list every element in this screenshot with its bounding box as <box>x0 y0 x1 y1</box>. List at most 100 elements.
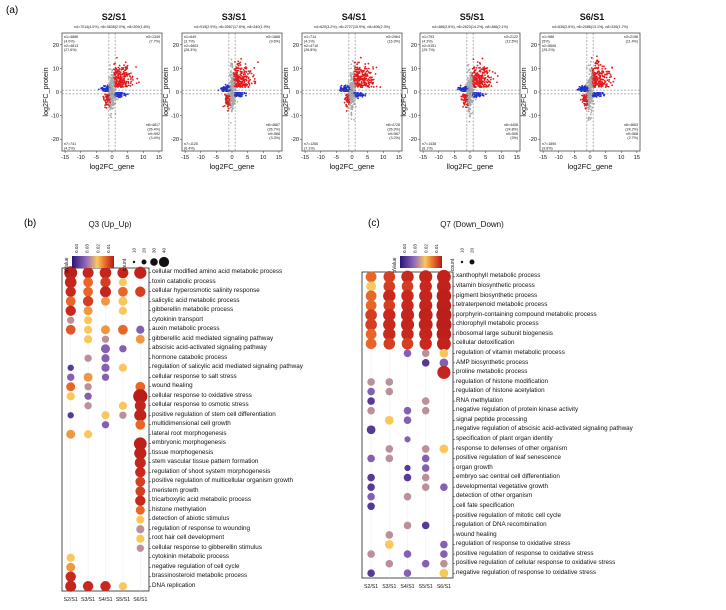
go-term-label: organ growth <box>456 463 493 471</box>
scatter-plot: S4/S1 n4=620(3.2%), n6=2727(15.9%), n8=40… <box>281 12 403 171</box>
quadrant-label: (2.7%) <box>627 136 638 140</box>
scatter-point <box>596 77 599 79</box>
scatter-point <box>470 73 473 75</box>
scatter-point <box>124 94 127 97</box>
scatter-point <box>350 106 352 109</box>
scatter-point <box>350 63 353 66</box>
scatter-point <box>247 70 250 73</box>
x-tick-label: -5 <box>572 155 577 161</box>
scatter-point <box>343 101 346 104</box>
scatter-point <box>223 105 226 107</box>
scatter-point <box>224 97 227 100</box>
pvalue-tick: 0.02 <box>423 244 428 253</box>
bubble-point <box>66 382 76 392</box>
scatter-point <box>589 77 592 79</box>
scatter-point <box>120 93 123 95</box>
panel-label-b: (b) <box>24 218 37 229</box>
chart-title: Q3 (Up_Up) <box>88 220 131 229</box>
scatter-point <box>233 76 236 79</box>
bubble-point <box>117 267 129 279</box>
quadrant-label: (27.6%) <box>64 48 77 52</box>
scatter-point <box>492 78 495 80</box>
scatter-point <box>468 94 471 97</box>
bubble-point <box>118 286 128 297</box>
scatter-point <box>608 70 611 73</box>
scatter-point <box>587 79 590 82</box>
quadrant-label: (16.9%) <box>387 39 400 43</box>
go-term-label: positive regulation of multicellular org… <box>152 477 294 485</box>
count-legend-circle <box>460 260 464 264</box>
scatter-point <box>362 84 365 87</box>
scatter-point <box>236 86 238 88</box>
scatter-point <box>469 82 472 85</box>
quadrant-label: (26.4%) <box>147 127 160 131</box>
go-term-label: embryonic morphogenesis <box>152 439 226 447</box>
scatter-point <box>489 81 492 84</box>
scatter-point <box>248 84 251 86</box>
bubble-point <box>418 308 433 322</box>
scatter-point <box>132 78 134 81</box>
go-term-label: RNA methylation <box>456 396 503 404</box>
go-term-label: chlorophyll metabolic process <box>456 320 539 328</box>
go-term-label: positive regulation of stem cell differe… <box>152 410 276 418</box>
scatter-point <box>111 86 114 89</box>
quadrant-label: n7=1120 <box>184 142 198 146</box>
bubble-point <box>67 364 74 371</box>
go-term-label: cell fate specification <box>456 501 515 509</box>
scatter-point <box>345 94 347 97</box>
scatter-point <box>232 92 235 95</box>
scatter-point <box>355 105 357 108</box>
x-tick-label: -10 <box>197 155 205 161</box>
scatter-point <box>119 96 121 99</box>
scatter-point <box>106 84 109 87</box>
panel-label-c: (c) <box>368 218 380 229</box>
scatter-point <box>359 94 361 97</box>
go-term-label: detection of other organism <box>456 492 533 500</box>
quadrant-label: (3%) <box>510 136 518 140</box>
scatter-point <box>242 78 245 81</box>
bubble-point <box>384 415 394 425</box>
scatter-point <box>238 91 241 94</box>
bubble-point <box>439 444 449 454</box>
bubble-point <box>136 544 144 552</box>
scatter-point <box>250 72 253 75</box>
scatter-point <box>126 93 129 96</box>
scatter-point <box>470 81 472 83</box>
scatter-point <box>127 78 130 81</box>
scatter-point <box>483 79 486 82</box>
scatter-point <box>356 95 359 98</box>
scatter-point <box>224 101 227 104</box>
scatter-point <box>469 107 472 110</box>
bubble-point <box>83 277 93 288</box>
scatter-point <box>496 81 498 84</box>
scatter-point <box>475 94 478 97</box>
scatter-point <box>581 86 584 88</box>
scatter-point <box>116 98 119 101</box>
scatter-point <box>483 85 486 88</box>
scatter-point <box>102 98 105 101</box>
x-tick-label: 15 <box>634 155 640 161</box>
scatter-point <box>358 70 361 73</box>
go-term-label: cellular response to salt stress <box>152 372 237 380</box>
scatter-point <box>590 86 593 89</box>
scatter-point <box>579 99 582 101</box>
scatter-point <box>595 61 597 64</box>
scatter-point <box>247 76 250 79</box>
scatter-point <box>237 62 240 65</box>
scatter-point <box>460 87 463 90</box>
scatter-point <box>109 97 111 99</box>
bubble-point <box>383 289 396 303</box>
scatter-point <box>604 86 607 88</box>
scatter-point <box>225 89 228 92</box>
scatter-point <box>462 87 465 90</box>
bubble-point <box>82 581 94 592</box>
bubble-point <box>365 338 377 350</box>
bubble-point <box>135 334 145 344</box>
scatter-point <box>110 71 113 73</box>
bubble-point <box>385 531 394 539</box>
scatter-point <box>606 83 608 85</box>
scatter-point <box>601 70 603 73</box>
scatter-point <box>593 102 596 105</box>
x-tick-label: 10 <box>140 155 146 161</box>
scatter-point <box>375 66 378 69</box>
